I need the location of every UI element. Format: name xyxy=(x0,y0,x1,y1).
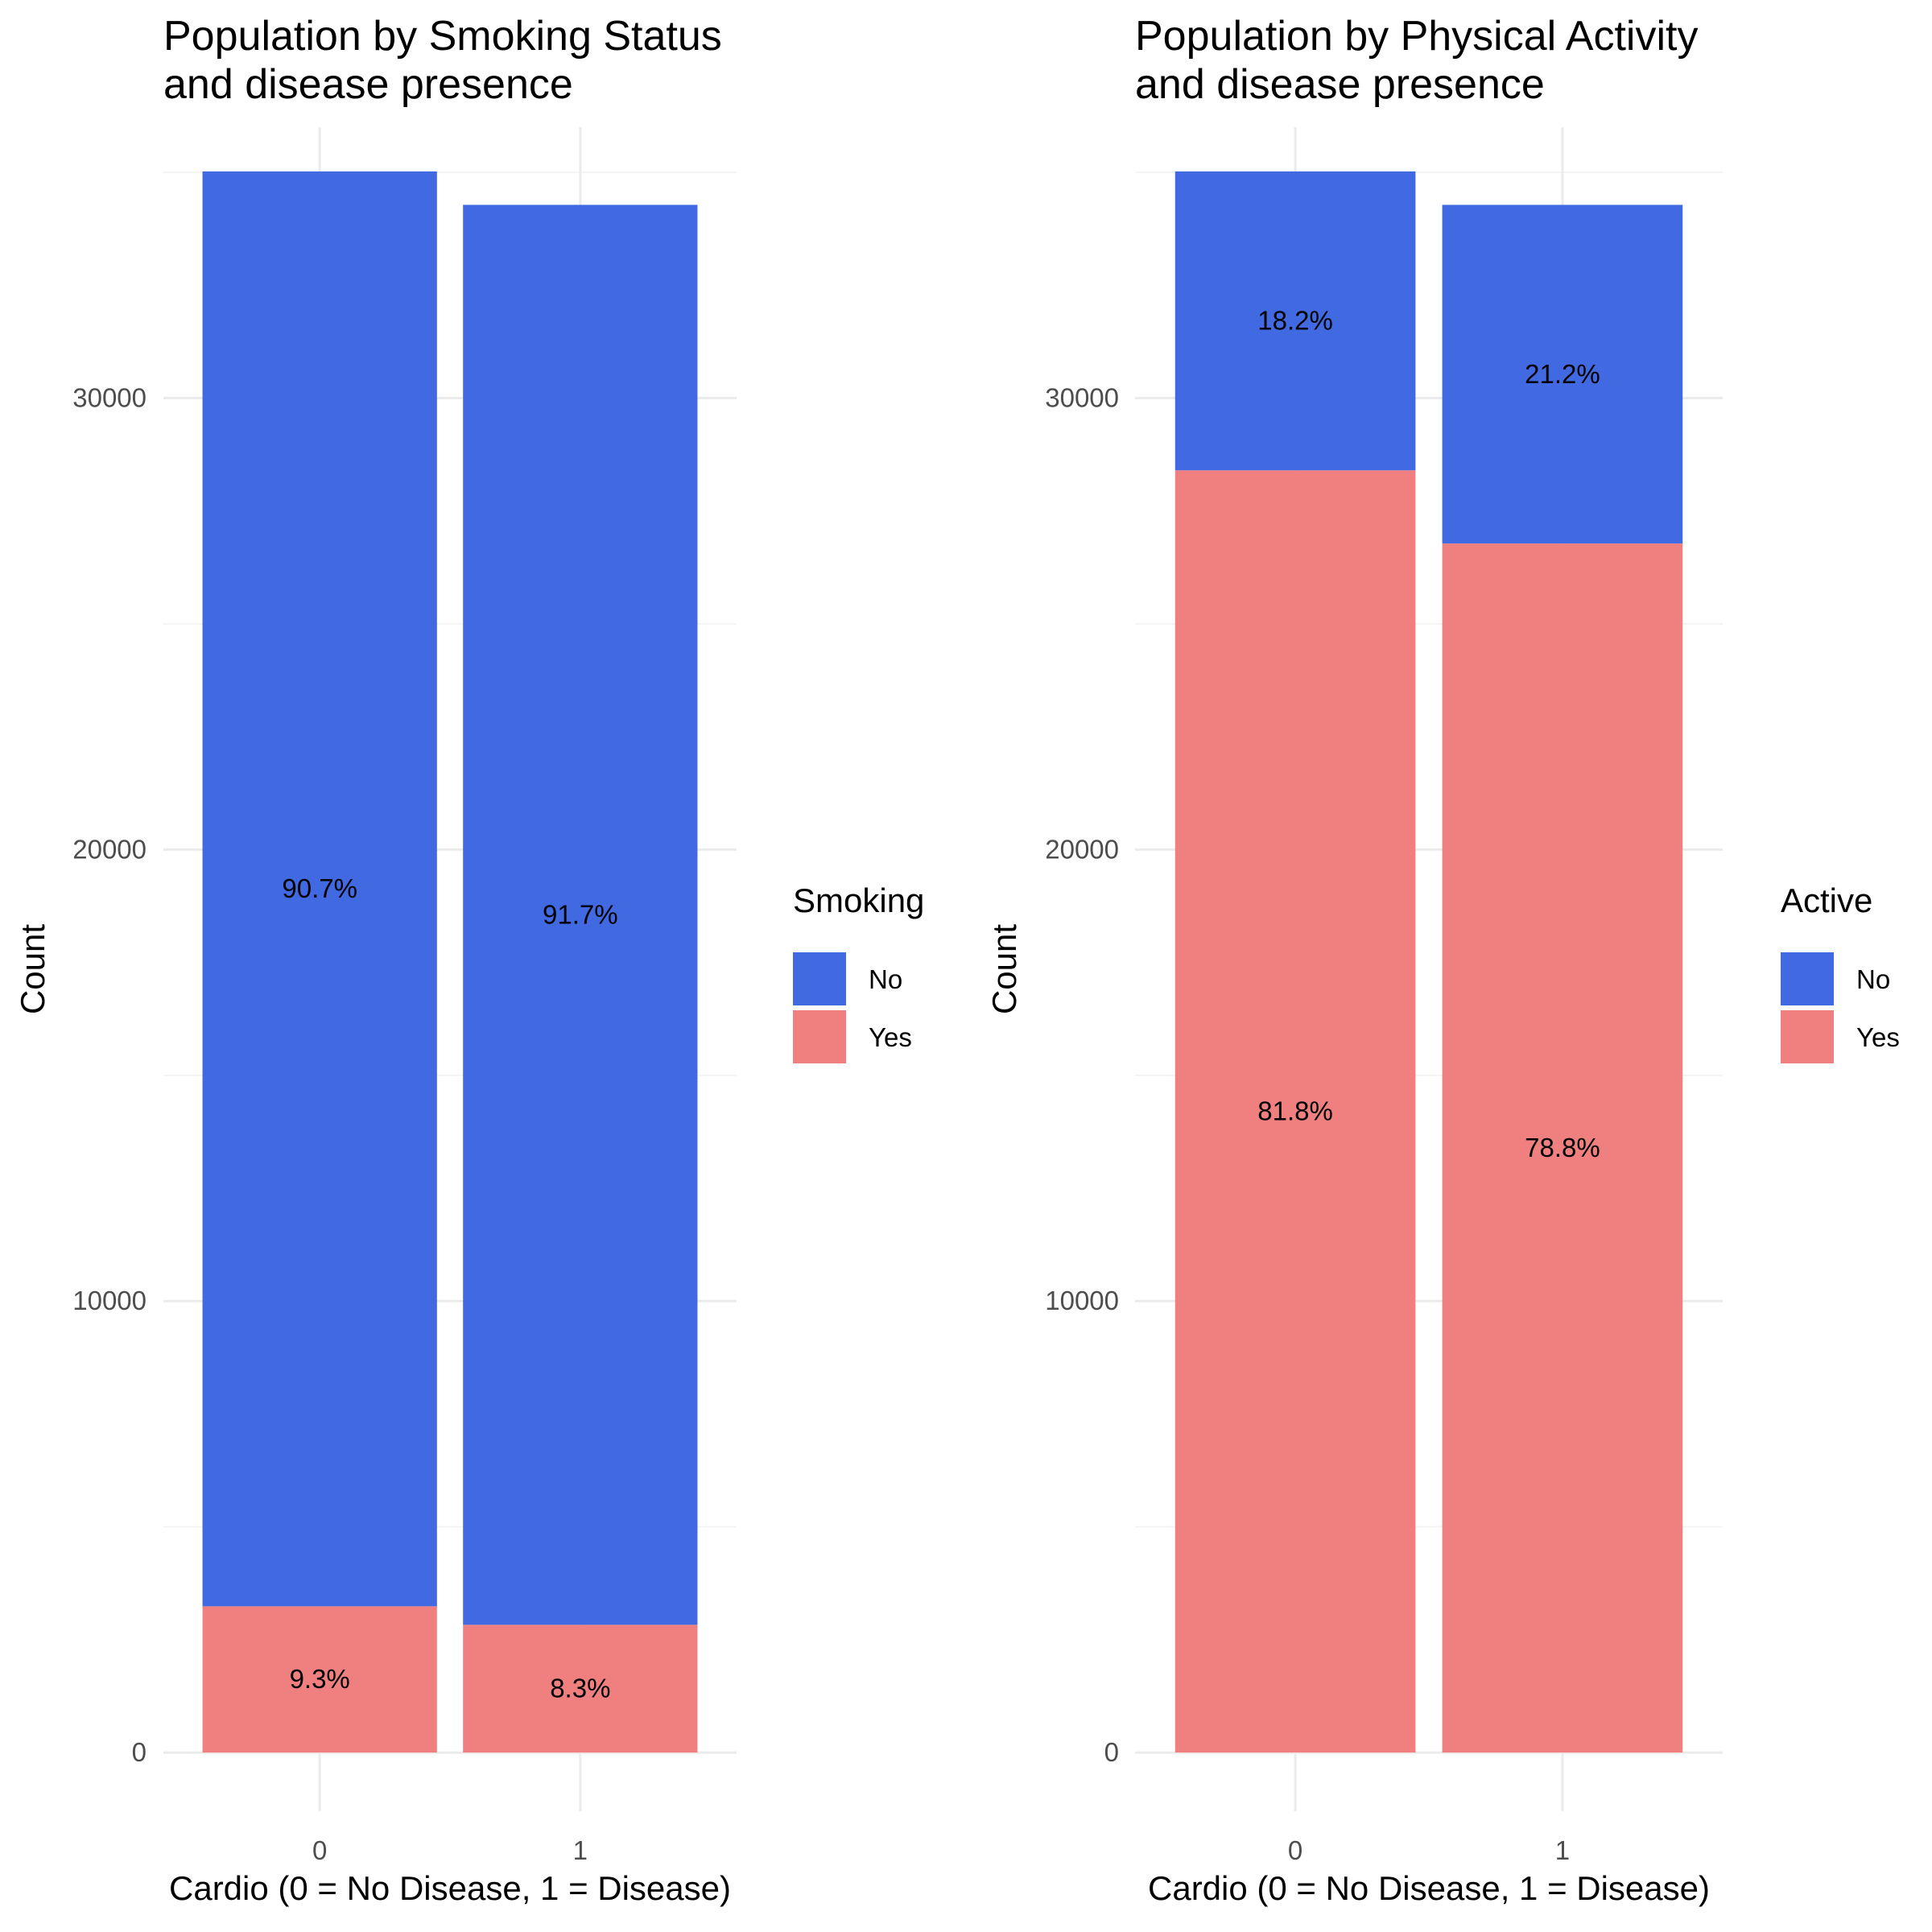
legend-title: Smoking xyxy=(793,881,924,919)
chart-title: Population by Physical Activity xyxy=(1135,13,1698,60)
bar-yes-1 xyxy=(1442,543,1683,1753)
legend: Active No Yes xyxy=(1781,881,1900,1063)
y-tick-label: 30000 xyxy=(1045,383,1119,413)
chart-title: and disease presence xyxy=(163,61,573,108)
legend: Smoking No Yes xyxy=(793,881,924,1063)
legend-title: Active xyxy=(1781,881,1872,919)
legend-swatch-yes xyxy=(793,1010,846,1063)
legend-label-no: No xyxy=(869,964,902,994)
legend-label-yes: Yes xyxy=(869,1022,912,1052)
bar-no-1 xyxy=(1442,204,1683,544)
x-tick-label: 0 xyxy=(312,1835,327,1865)
chart-panel-activity: 0 10000 20000 30000 0 1 81.8% 18.2% 78.8% 21.2% Po… xyxy=(985,13,1900,1907)
y-axis-title: Count xyxy=(14,924,52,1014)
bar-yes-0 xyxy=(202,1606,437,1753)
bar-data-label: 91.7% xyxy=(543,899,618,929)
y-tick-label: 10000 xyxy=(1045,1286,1119,1315)
legend-label-no: No xyxy=(1856,964,1890,994)
chart-title: Population by Smoking Status xyxy=(163,13,722,60)
x-tick-label: 1 xyxy=(1555,1835,1570,1865)
legend-swatch-yes xyxy=(1781,1010,1834,1063)
legend-swatch-no xyxy=(793,952,846,1005)
legend-label-yes: Yes xyxy=(1856,1022,1900,1052)
x-tick-label: 0 xyxy=(1288,1835,1302,1865)
bar-data-label: 18.2% xyxy=(1257,306,1333,336)
bar-data-label: 81.8% xyxy=(1257,1096,1333,1126)
bar-yes-1 xyxy=(463,1624,698,1753)
bar-no-0 xyxy=(1174,171,1416,471)
chart-title: and disease presence xyxy=(1135,61,1545,108)
bar-data-label: 8.3% xyxy=(550,1674,610,1703)
x-tick-label: 1 xyxy=(573,1835,588,1865)
y-tick-label: 30000 xyxy=(72,383,147,413)
bar-no-1 xyxy=(463,204,698,1625)
bar-no-0 xyxy=(202,171,437,1607)
y-tick-label: 20000 xyxy=(72,834,147,864)
bar-data-label: 90.7% xyxy=(282,873,357,903)
y-tick-label: 0 xyxy=(1104,1737,1119,1767)
y-tick-label: 0 xyxy=(132,1737,147,1767)
x-axis-title: Cardio (0 = No Disease, 1 = Disease) xyxy=(169,1869,731,1907)
y-tick-label: 10000 xyxy=(72,1286,147,1315)
y-tick-label: 20000 xyxy=(1045,834,1119,864)
legend-swatch-no xyxy=(1781,952,1834,1005)
bar-data-label: 9.3% xyxy=(290,1664,350,1694)
y-axis-title: Count xyxy=(985,924,1023,1014)
bar-data-label: 21.2% xyxy=(1525,359,1600,389)
x-axis-title: Cardio (0 = No Disease, 1 = Disease) xyxy=(1148,1869,1710,1907)
bar-data-label: 78.8% xyxy=(1525,1133,1600,1162)
chart-panel-smoking: 0 10000 20000 30000 0 1 9.3% 90.7% 8.3% 91.7% Popu… xyxy=(14,13,924,1907)
bar-yes-0 xyxy=(1174,470,1416,1753)
